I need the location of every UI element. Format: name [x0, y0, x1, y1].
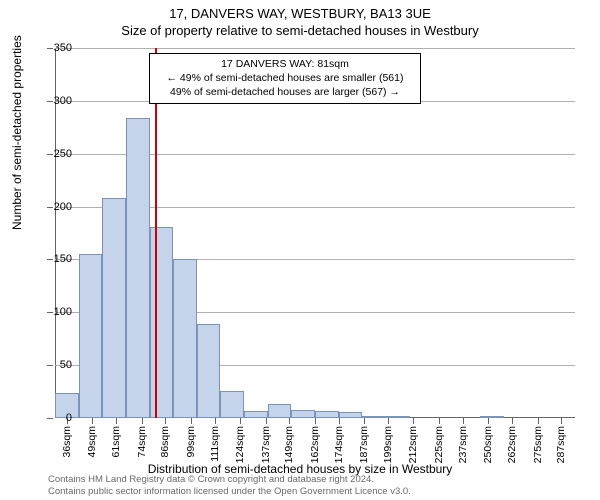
x-tick-label: 225sqm [433, 426, 445, 463]
x-tick [266, 418, 267, 424]
title-address: 17, DANVERS WAY, WESTBURY, BA13 3UE [0, 6, 600, 21]
plot-area: 17 DANVERS WAY: 81sqm ← 49% of semi-deta… [55, 48, 575, 418]
histogram-bar [102, 198, 126, 418]
histogram-bar [480, 416, 504, 418]
x-tick [191, 418, 192, 424]
x-tick [364, 418, 365, 424]
gridline-h [55, 48, 575, 49]
histogram-bar [315, 411, 339, 418]
x-tick [165, 418, 166, 424]
x-tick-label: 199sqm [382, 426, 394, 463]
y-tick-label: 150 [42, 253, 72, 265]
x-tick [92, 418, 93, 424]
histogram-bar [150, 227, 174, 418]
x-tick-label: 262sqm [506, 426, 518, 463]
x-tick-label: 111sqm [209, 426, 221, 462]
x-tick [439, 418, 440, 424]
x-tick [215, 418, 216, 424]
x-tick-label: 287sqm [555, 426, 567, 463]
x-tick [315, 418, 316, 424]
title-subtitle: Size of property relative to semi-detach… [0, 23, 600, 38]
histogram-bar [79, 254, 103, 418]
x-tick [289, 418, 290, 424]
x-tick [240, 418, 241, 424]
x-tick-label: 162sqm [309, 426, 321, 463]
x-tick-label: 137sqm [260, 426, 272, 463]
x-tick [116, 418, 117, 424]
x-tick-label: 99sqm [185, 426, 197, 458]
histogram-bar [126, 118, 150, 418]
x-tick [339, 418, 340, 424]
x-tick-label: 237sqm [457, 426, 469, 463]
histogram-bar [197, 324, 221, 418]
y-tick-label: 350 [42, 42, 72, 54]
x-tick [142, 418, 143, 424]
x-tick-label: 250sqm [482, 426, 494, 463]
x-tick-label: 149sqm [283, 426, 295, 463]
histogram-bar [362, 416, 386, 418]
x-tick-label: 49sqm [86, 426, 98, 458]
footer-line2: Contains public sector information licen… [48, 486, 411, 497]
histogram-bar [291, 410, 315, 418]
histogram-bar [386, 416, 410, 418]
footer-attribution: Contains HM Land Registry data © Crown c… [48, 474, 411, 497]
y-tick-label: 200 [42, 201, 72, 213]
x-tick [413, 418, 414, 424]
histogram-bar [339, 412, 363, 418]
histogram-bar [173, 259, 197, 418]
y-tick-label: 0 [42, 412, 72, 424]
x-tick-label: 74sqm [136, 426, 148, 458]
y-tick-label: 50 [42, 359, 72, 371]
histogram-bar [244, 411, 268, 418]
annotation-line3: 49% of semi-detached houses are larger (… [156, 85, 414, 99]
x-tick-label: 124sqm [234, 426, 246, 463]
x-tick-label: 86sqm [159, 426, 171, 458]
y-tick-label: 300 [42, 95, 72, 107]
annotation-box: 17 DANVERS WAY: 81sqm ← 49% of semi-deta… [149, 53, 421, 104]
chart-title-block: 17, DANVERS WAY, WESTBURY, BA13 3UE Size… [0, 0, 600, 38]
histogram-bar [268, 404, 292, 418]
histogram-bar [220, 391, 244, 418]
x-tick [538, 418, 539, 424]
x-tick [388, 418, 389, 424]
x-tick-label: 187sqm [358, 426, 370, 463]
x-tick-label: 36sqm [61, 426, 73, 458]
x-tick-label: 212sqm [407, 426, 419, 463]
x-tick [561, 418, 562, 424]
x-tick [488, 418, 489, 424]
x-tick-label: 61sqm [110, 426, 122, 458]
footer-line1: Contains HM Land Registry data © Crown c… [48, 474, 411, 485]
y-tick-label: 100 [42, 306, 72, 318]
x-tick [463, 418, 464, 424]
chart-area: 17 DANVERS WAY: 81sqm ← 49% of semi-deta… [55, 48, 575, 418]
x-tick [512, 418, 513, 424]
x-tick-label: 174sqm [333, 426, 345, 463]
annotation-line1: 17 DANVERS WAY: 81sqm [156, 57, 414, 71]
annotation-line2: ← 49% of semi-detached houses are smalle… [156, 71, 414, 85]
y-axis-title: Number of semi-detached properties [10, 35, 24, 230]
x-tick-label: 275sqm [532, 426, 544, 463]
y-tick-label: 250 [42, 148, 72, 160]
